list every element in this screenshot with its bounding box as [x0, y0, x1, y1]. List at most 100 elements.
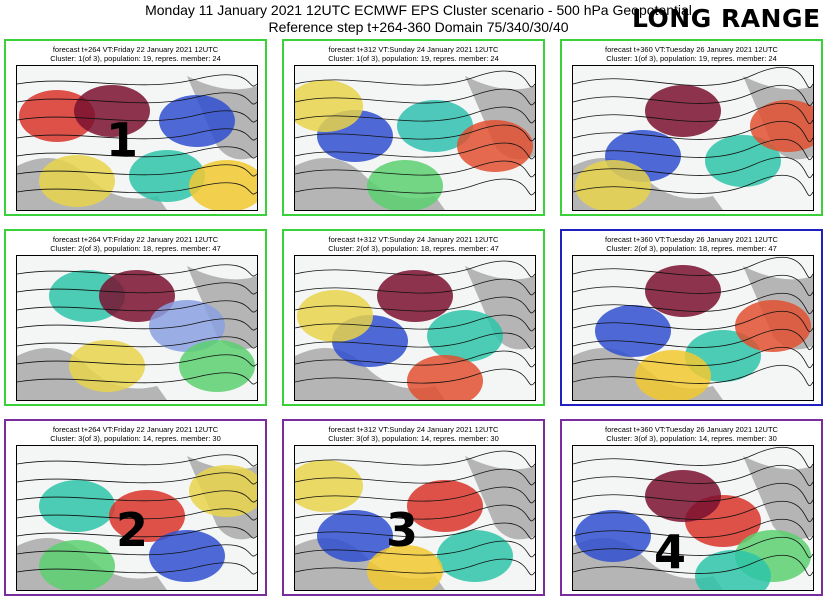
map-graphic — [295, 70, 535, 210]
anomaly-shading — [645, 470, 721, 522]
geopotential-contour — [17, 264, 257, 277]
anomaly-shading — [407, 480, 483, 532]
panel-cluster3-t312: forecast t+312 VT:Sunday 24 January 2021… — [282, 419, 545, 596]
anomaly-shading — [109, 490, 185, 542]
anomaly-shading — [317, 510, 393, 562]
anomaly-shading — [575, 160, 651, 210]
panel-cluster2-t360: forecast t+360 VT:Tuesday 26 January 202… — [560, 229, 823, 406]
geopotential-contour — [573, 537, 813, 559]
panel-cluster2-t312: forecast t+312 VT:Sunday 24 January 2021… — [282, 229, 545, 406]
geopotential-contour — [573, 447, 813, 469]
geopotential-contour — [295, 278, 535, 296]
geopotential-contour — [295, 332, 535, 350]
figure-title: Monday 11 January 2021 12UTC ECMWF EPS C… — [145, 2, 692, 18]
panel-title: forecast t+360 VT:Tuesday 26 January 202… — [605, 235, 778, 244]
figure-subtitle: Reference step t+264-360 Domain 75/340/3… — [268, 19, 569, 35]
forecast-map — [294, 65, 536, 211]
panel-cluster1-t312: forecast t+312 VT:Sunday 24 January 2021… — [282, 39, 545, 216]
panel-subtitle: Cluster: 3(of 3), population: 14, repres… — [328, 434, 499, 443]
panel-cluster2-t264: forecast t+264 VT:Friday 22 January 2021… — [4, 229, 267, 406]
geopotential-contour — [573, 329, 813, 351]
geopotential-contour — [295, 350, 535, 368]
anomaly-shading — [297, 290, 373, 342]
geopotential-contour — [295, 124, 535, 142]
geopotential-contour — [17, 490, 257, 503]
geopotential-contour — [573, 555, 813, 577]
anomaly-shading — [750, 100, 813, 152]
anomaly-shading — [367, 160, 443, 210]
panel-title: forecast t+264 VT:Friday 22 January 2021… — [52, 45, 219, 54]
geopotential-contour — [295, 296, 535, 314]
panel-subtitle: Cluster: 2(of 3), population: 18, repres… — [328, 244, 499, 253]
panel-title: forecast t+312 VT:Sunday 24 January 2021… — [328, 425, 499, 434]
anomaly-shading — [295, 460, 363, 512]
geopotential-contour — [295, 142, 535, 160]
geopotential-contour — [17, 182, 257, 195]
anomaly-shading — [635, 350, 711, 400]
anomaly-shading — [645, 85, 721, 137]
panel-title: forecast t+264 VT:Friday 22 January 2021… — [52, 425, 219, 434]
anomaly-shading — [149, 530, 225, 582]
geopotential-contour — [17, 472, 257, 485]
geopotential-contour — [573, 519, 813, 541]
anomaly-shading — [437, 530, 513, 582]
forecast-map — [572, 255, 814, 401]
forecast-map — [16, 65, 258, 211]
geopotential-contour — [573, 483, 813, 505]
map-graphic — [17, 264, 257, 400]
anomaly-shading — [367, 545, 443, 590]
scenario-number: 2 — [116, 503, 149, 557]
geopotential-contour — [17, 354, 257, 367]
geopotential-contour — [295, 368, 535, 386]
geopotential-contour — [573, 275, 813, 297]
forecast-map — [294, 445, 536, 591]
anomaly-shading — [179, 340, 255, 392]
geopotential-contour — [295, 504, 535, 522]
panel-title: forecast t+264 VT:Friday 22 January 2021… — [52, 235, 219, 244]
land-mask — [295, 266, 535, 400]
geopotential-contour — [295, 70, 535, 88]
scenario-number: 1 — [106, 113, 139, 167]
geopotential-contour — [573, 85, 813, 107]
map-graphic — [17, 74, 257, 210]
map-graphic — [295, 450, 535, 590]
panel-title: forecast t+312 VT:Sunday 24 January 2021… — [328, 235, 499, 244]
map-graphic — [573, 257, 813, 400]
land-mask — [573, 266, 813, 400]
panel-cluster1-t264: forecast t+264 VT:Friday 22 January 2021… — [4, 39, 267, 216]
geopotential-contour — [295, 486, 535, 504]
panel-title: forecast t+360 VT:Tuesday 26 January 202… — [605, 425, 778, 434]
geopotential-contour — [295, 160, 535, 178]
panel-cluster3-t360: forecast t+360 VT:Tuesday 26 January 202… — [560, 419, 823, 596]
anomaly-shading — [645, 265, 721, 317]
geopotential-contour — [17, 128, 257, 141]
scenario-number: 4 — [654, 525, 687, 579]
geopotential-contour — [17, 454, 257, 467]
panel-subtitle: Cluster: 1(of 3), population: 19, repres… — [606, 54, 777, 63]
geopotential-contour — [17, 508, 257, 521]
anomaly-shading — [427, 310, 503, 362]
geopotential-contour — [573, 365, 813, 387]
geopotential-contour — [295, 178, 535, 196]
scenario-number: 3 — [386, 503, 419, 557]
map-graphic — [573, 67, 813, 210]
geopotential-contour — [17, 526, 257, 539]
forecast-map — [16, 255, 258, 401]
geopotential-contour — [17, 164, 257, 177]
anomaly-shading — [295, 80, 363, 132]
anomaly-shading — [407, 355, 483, 400]
anomaly-shading — [39, 155, 115, 207]
panel-cluster3-t264: forecast t+264 VT:Friday 22 January 2021… — [4, 419, 267, 596]
geopotential-contour — [573, 175, 813, 197]
geopotential-contour — [295, 468, 535, 486]
anomaly-shading — [189, 160, 257, 210]
anomaly-shading — [377, 270, 453, 322]
panel-subtitle: Cluster: 2(of 3), population: 18, repres… — [50, 244, 221, 253]
panel-title: forecast t+312 VT:Sunday 24 January 2021… — [328, 45, 499, 54]
anomaly-shading — [69, 340, 145, 392]
geopotential-contour — [295, 88, 535, 106]
geopotential-contour — [573, 347, 813, 369]
geopotential-contour — [295, 558, 535, 576]
geopotential-contour — [17, 74, 257, 87]
anomaly-shading — [39, 480, 115, 532]
